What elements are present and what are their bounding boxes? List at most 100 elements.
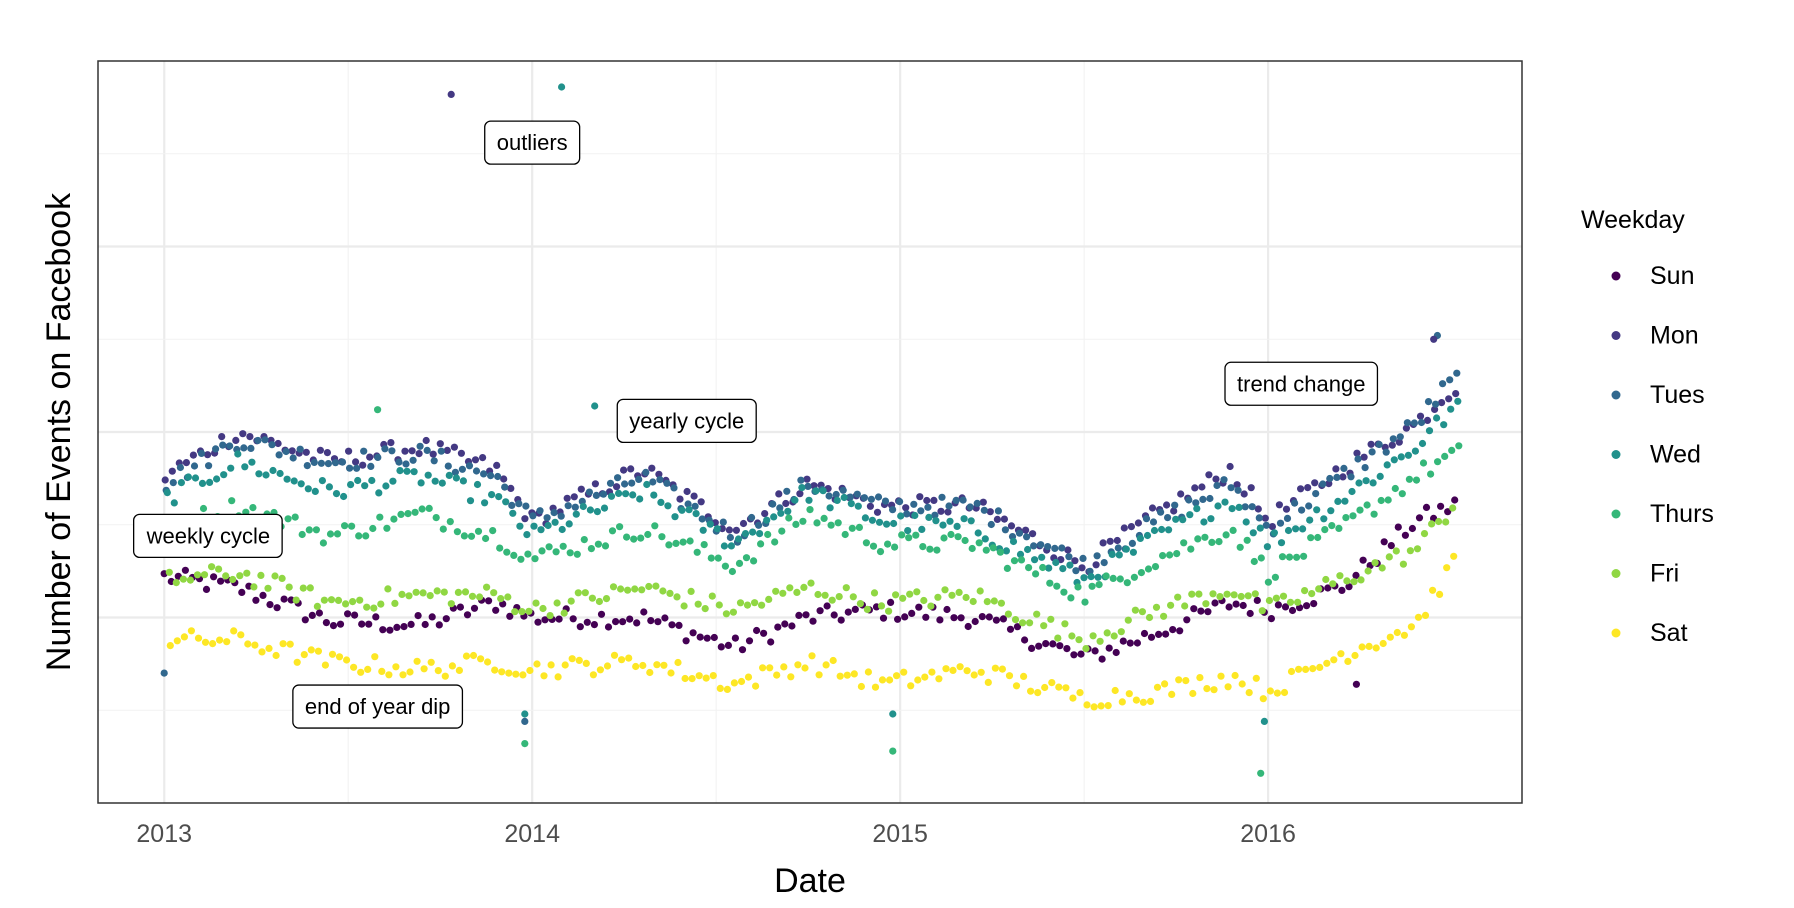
point-fri (363, 603, 371, 611)
point-tues (755, 521, 763, 529)
point-tues (494, 472, 502, 481)
point-fri (313, 602, 321, 611)
point-thurs (1088, 582, 1096, 590)
point-wed (544, 521, 552, 530)
point-sun (492, 606, 500, 614)
point-fri (899, 594, 907, 602)
point-wed (763, 516, 771, 524)
point-sat (1182, 677, 1190, 685)
point-wed (1433, 414, 1441, 422)
point-wed (579, 502, 587, 511)
point-sun (668, 621, 676, 629)
point-wed-special (558, 83, 566, 91)
point-tues (1453, 369, 1461, 377)
point-wed (692, 509, 700, 518)
point-tues (691, 502, 699, 510)
point-sun (217, 577, 225, 585)
point-sun (1028, 644, 1036, 653)
point-sat (730, 679, 739, 687)
point-wed (481, 499, 489, 507)
point-thurs (1010, 557, 1019, 565)
point-fri (1188, 590, 1196, 598)
point-tues (959, 496, 967, 504)
point-thurs (1102, 572, 1110, 580)
point-thurs (1159, 552, 1167, 560)
point-sun (1451, 496, 1459, 504)
point-wed (403, 467, 411, 475)
point-sun (1126, 639, 1134, 647)
point-tues (261, 436, 269, 444)
point-wed (1334, 497, 1342, 505)
point-sat (547, 661, 555, 669)
point-sat (448, 662, 456, 670)
point-sat (1125, 690, 1133, 698)
point-tues (317, 459, 325, 467)
point-fri (976, 587, 984, 595)
point-thurs (587, 545, 596, 553)
legend-label-sun: Sun (1650, 262, 1694, 290)
point-thurs (383, 524, 391, 532)
point-tues (860, 494, 869, 502)
point-thurs (1363, 501, 1371, 509)
point-sat (674, 658, 682, 667)
point-thurs (1067, 594, 1075, 602)
point-mon (683, 487, 691, 496)
legend-key-sat (1611, 628, 1621, 638)
point-wed (1249, 529, 1257, 537)
point-wed (967, 517, 975, 525)
point-sun (1056, 642, 1064, 650)
point-wed (1200, 518, 1208, 526)
point-tues (557, 512, 565, 520)
point-fri (334, 596, 343, 605)
point-mon (732, 526, 741, 534)
point-mon (457, 449, 465, 457)
grid (98, 61, 1522, 803)
point-sat (1118, 698, 1126, 706)
point-thurs (1074, 583, 1082, 591)
point-sun (619, 618, 627, 626)
point-fri (983, 598, 991, 606)
point-wed (861, 514, 870, 522)
point-wed (495, 493, 503, 501)
point-thurs (1081, 598, 1089, 606)
point-tues (197, 449, 206, 457)
point-thurs (869, 542, 878, 550)
point-sun (569, 615, 577, 623)
point-thurs (1448, 446, 1456, 454)
point-sat (1266, 687, 1274, 695)
point-sun (456, 603, 464, 611)
point-mon (803, 475, 811, 483)
point-sat (998, 665, 1007, 673)
point-mon (775, 490, 783, 498)
point-sun (583, 618, 591, 626)
point-sat (1295, 665, 1303, 673)
point-sat (836, 672, 844, 680)
point-fri (1096, 637, 1104, 645)
point-wed (932, 517, 940, 525)
point-sat (1252, 674, 1260, 682)
x-axis-title: Date (774, 862, 846, 900)
point-thurs (1349, 512, 1357, 520)
point-fri (349, 598, 357, 606)
point-fri (906, 590, 914, 598)
point-thurs (333, 530, 342, 538)
point-thurs-special (374, 406, 382, 414)
x-tick-label: 2015 (872, 820, 928, 848)
point-tues (409, 456, 417, 464)
point-thurs (1285, 553, 1294, 561)
point-thurs (1257, 554, 1265, 562)
point-wed (650, 491, 658, 499)
point-sat (216, 636, 224, 644)
point-sat (293, 658, 301, 666)
point-sat (1090, 703, 1098, 711)
point-fri (1089, 632, 1097, 640)
point-wed (1348, 487, 1356, 496)
point-tues (1079, 554, 1087, 563)
point-tues (621, 480, 629, 488)
point-thurs (460, 532, 468, 540)
point-thurs (750, 557, 758, 565)
point-sat (653, 661, 661, 669)
point-sat (991, 664, 1000, 672)
point-mon (1233, 481, 1241, 489)
point-sat (251, 641, 259, 649)
